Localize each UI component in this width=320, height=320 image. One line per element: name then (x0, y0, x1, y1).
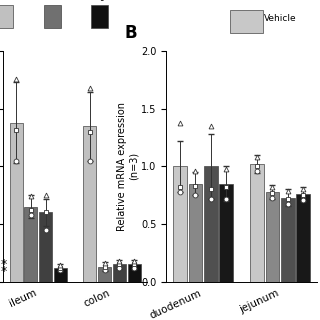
Bar (220, 184, 233, 282)
Text: *: * (1, 258, 7, 271)
Text: Low: Low (0, 0, 13, 1)
Bar (39, 212, 52, 282)
FancyBboxPatch shape (229, 10, 263, 33)
Text: Vehicle: Vehicle (264, 14, 297, 23)
Y-axis label: Relative mRNA expression
(n=3): Relative mRNA expression (n=3) (117, 102, 139, 231)
Bar (204, 166, 218, 282)
Bar (188, 184, 202, 282)
FancyBboxPatch shape (91, 5, 108, 28)
FancyBboxPatch shape (0, 5, 13, 28)
Bar (25, 207, 37, 282)
FancyBboxPatch shape (44, 5, 61, 28)
Bar (128, 264, 141, 282)
Bar (296, 194, 310, 282)
Bar (281, 197, 295, 282)
Bar (98, 267, 111, 282)
Text: *: * (1, 265, 7, 278)
Text: Medium: Medium (38, 0, 69, 1)
Bar (250, 164, 264, 282)
Text: High: High (92, 0, 110, 1)
Bar (173, 166, 187, 282)
Bar (10, 123, 23, 282)
Bar (54, 268, 67, 282)
Bar (84, 126, 96, 282)
Bar (266, 192, 279, 282)
Text: B: B (124, 24, 137, 42)
Bar (113, 264, 126, 282)
